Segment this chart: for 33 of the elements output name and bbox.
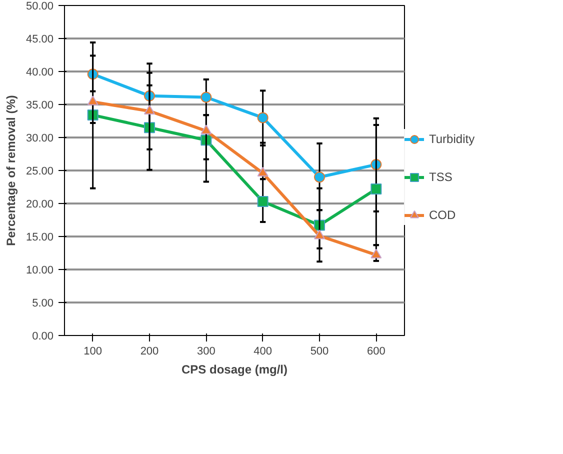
point	[314, 172, 325, 183]
point	[144, 104, 155, 114]
x-tick-label: 500	[310, 346, 329, 358]
x-tick-label: 300	[196, 346, 216, 358]
point	[370, 183, 382, 194]
legend-label: COD	[429, 208, 456, 222]
point	[87, 96, 98, 106]
y-tick-label: 40.00	[26, 66, 54, 78]
point	[257, 196, 268, 208]
y-tick-label: 35.00	[26, 100, 54, 112]
x-tick-label: 200	[140, 346, 159, 358]
y-axis-title: Percentage of removal (%)	[4, 95, 18, 246]
y-tick-label: 5.00	[32, 298, 54, 310]
legend-label: Turbidity	[429, 132, 475, 146]
y-tick-label: 20.00	[26, 198, 54, 210]
legend-label: TSS	[429, 170, 452, 184]
y-tick-label: 50.00	[26, 0, 54, 12]
point	[314, 230, 325, 240]
x-tick-label: 600	[366, 346, 386, 358]
point	[200, 124, 212, 134]
y-tick-label: 15.00	[26, 232, 54, 244]
y-tick-label: 30.00	[26, 132, 54, 144]
point	[257, 112, 268, 124]
x-axis-title: CPS dosage (mg/l)	[181, 362, 288, 376]
point	[257, 166, 268, 177]
x-tick-label: 400	[254, 346, 272, 358]
y-tick-label: 10.00	[26, 264, 54, 276]
point	[200, 92, 212, 103]
x-tick-label: 100	[84, 346, 102, 358]
y-tick-label: 25.00	[26, 166, 54, 178]
point	[370, 248, 382, 258]
y-tick-label: 0.00	[32, 330, 54, 342]
y-tick-label: 45.00	[26, 34, 54, 46]
